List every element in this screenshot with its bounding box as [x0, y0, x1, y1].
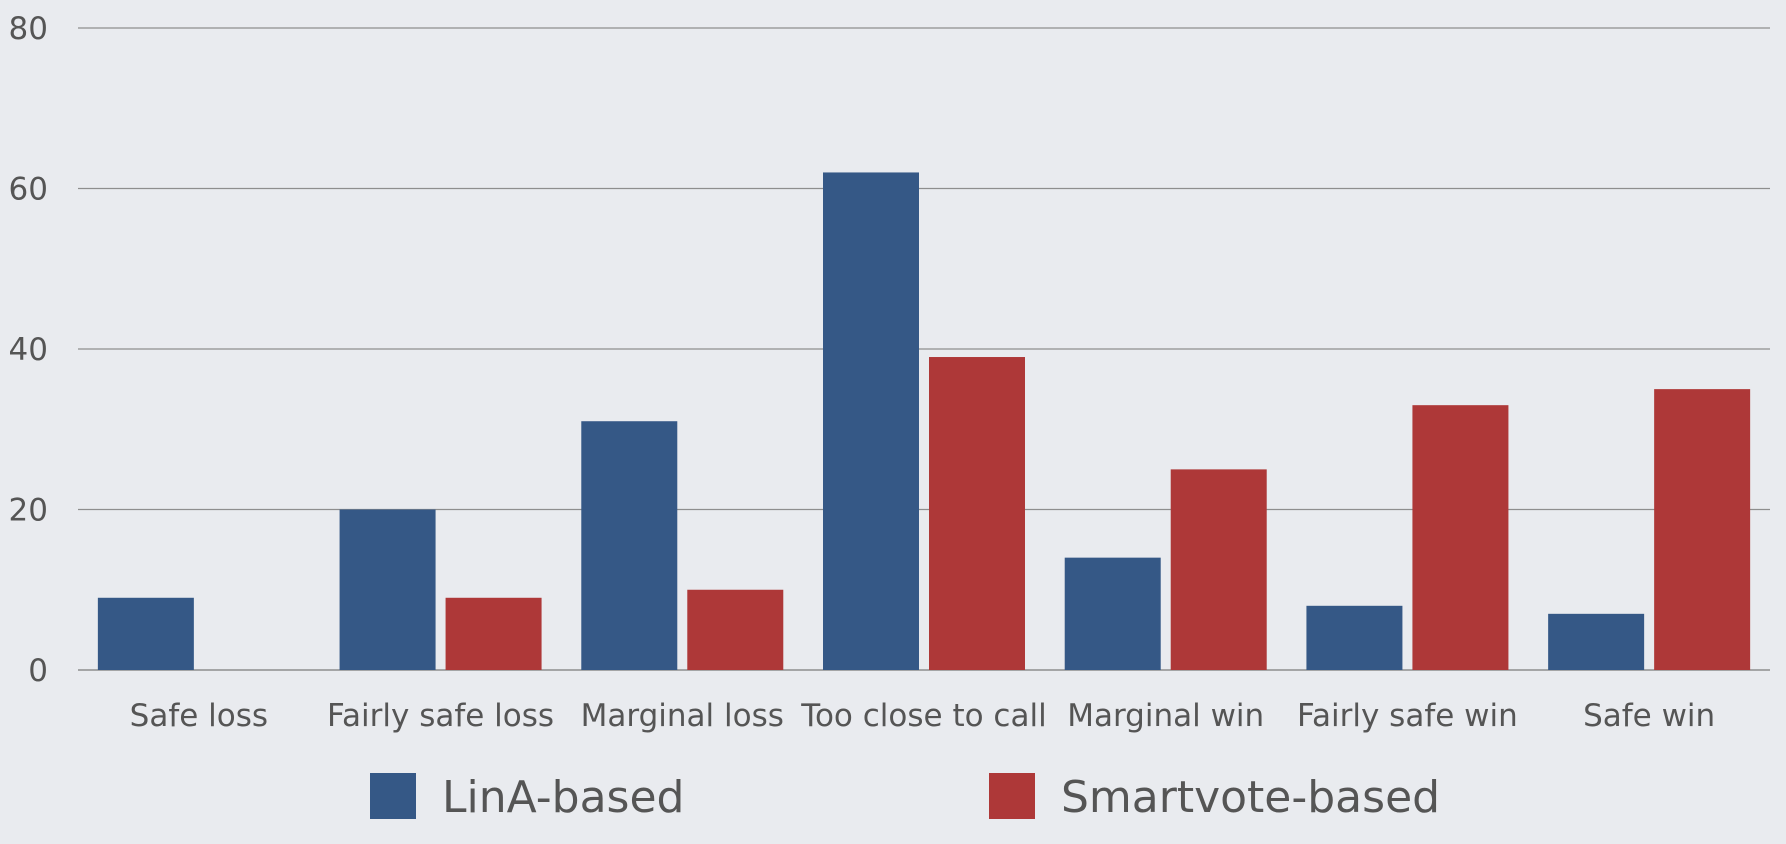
x-tick-label: Fairly safe loss	[327, 698, 554, 734]
bar-lina-based-6	[1548, 613, 1645, 670]
bar-smartvote-based-1	[445, 597, 542, 670]
bars	[97, 172, 1751, 670]
legend-label: LinA-based	[442, 772, 684, 823]
y-tick-label: 0	[28, 653, 48, 689]
y-axis-ticks: 0 20 40 60 80	[9, 11, 48, 689]
bar-smartvote-based-2	[687, 589, 784, 670]
bar-lina-based-2	[581, 421, 678, 670]
y-tick-label: 20	[9, 493, 48, 529]
legend: LinA-based Smartvote-based	[370, 772, 1440, 823]
bar-smartvote-based-6	[1654, 389, 1751, 670]
y-tick-label: 60	[9, 172, 48, 208]
bar-lina-based-3	[823, 172, 919, 670]
x-tick-label: Fairly safe win	[1297, 698, 1518, 734]
y-tick-label: 80	[9, 11, 48, 47]
bar-lina-based-4	[1064, 557, 1161, 670]
legend-swatch	[370, 773, 416, 819]
x-tick-label: Marginal win	[1067, 698, 1264, 734]
bar-smartvote-based-5	[1412, 405, 1509, 670]
bar-smartvote-based-3	[929, 357, 1025, 670]
x-tick-label: Safe loss	[130, 698, 268, 734]
bar-lina-based-1	[339, 509, 436, 670]
x-tick-label: Safe win	[1583, 698, 1715, 734]
bar-smartvote-based-4	[1170, 469, 1267, 670]
bar-lina-based-0	[97, 597, 194, 670]
gridlines	[78, 27, 1770, 671]
x-tick-label: Marginal loss	[581, 698, 784, 734]
legend-label: Smartvote-based	[1061, 772, 1440, 823]
y-tick-label: 40	[9, 332, 48, 368]
x-tick-label: Too close to call	[800, 698, 1046, 734]
bar-lina-based-5	[1306, 605, 1403, 670]
legend-swatch	[989, 773, 1035, 819]
x-axis-ticks: Safe loss Fairly safe loss Marginal loss To…	[130, 698, 1716, 734]
